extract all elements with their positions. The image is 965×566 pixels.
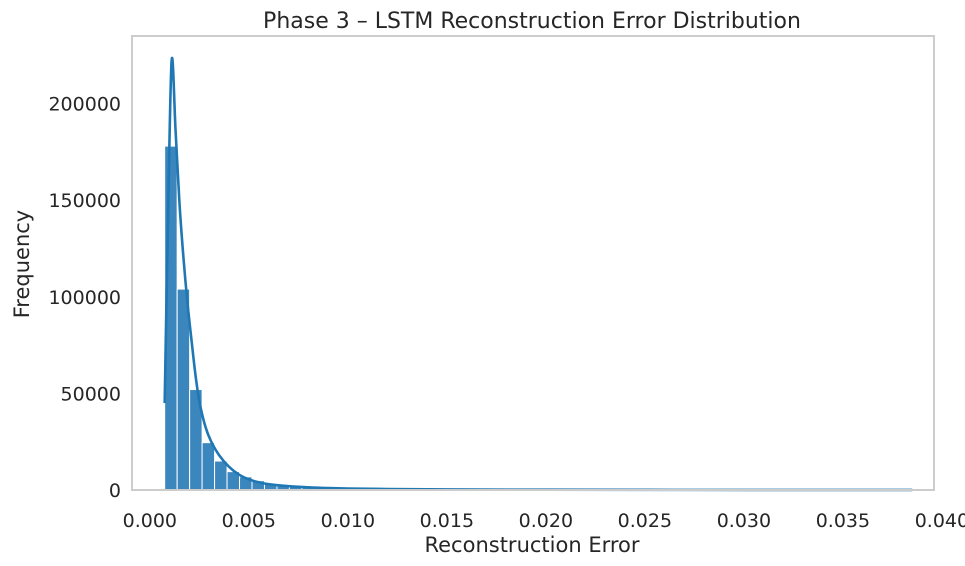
chart-title: Phase 3 – LSTM Reconstruction Error Dist…: [263, 9, 801, 34]
x-axis-ticks: 0.000 0.005 0.010 0.015 0.020 0.025 0.030 0.035…: [123, 510, 965, 532]
y-axis-ticks: 0 50000 100000 150000 200000: [48, 94, 121, 502]
plot-frame: [131, 35, 935, 491]
x-tick-label: 0.025: [618, 510, 672, 532]
y-tick-label: 0: [109, 480, 121, 502]
x-tick-label: 0.030: [717, 510, 771, 532]
x-axis-label: Reconstruction Error: [424, 533, 639, 557]
kde-curve: [163, 56, 913, 492]
histogram-bar: [214, 460, 228, 491]
x-tick-label: 0.040: [915, 510, 965, 532]
plot-area: [131, 35, 935, 492]
histogram-bar: [176, 288, 191, 491]
y-tick-label: 100000: [48, 287, 121, 309]
x-tick-label: 0.005: [222, 510, 276, 532]
histogram-bar: [201, 442, 216, 491]
x-tick-label: 0.020: [519, 510, 573, 532]
y-tick-label: 150000: [48, 190, 121, 212]
x-tick-label: 0.000: [123, 510, 177, 532]
x-tick-label: 0.035: [816, 510, 870, 532]
y-tick-label: 200000: [48, 94, 121, 116]
x-tick-label: 0.015: [420, 510, 474, 532]
y-axis-label: Frequency: [10, 210, 34, 319]
y-tick-label: 50000: [61, 383, 121, 405]
x-tick-label: 0.010: [321, 510, 375, 532]
